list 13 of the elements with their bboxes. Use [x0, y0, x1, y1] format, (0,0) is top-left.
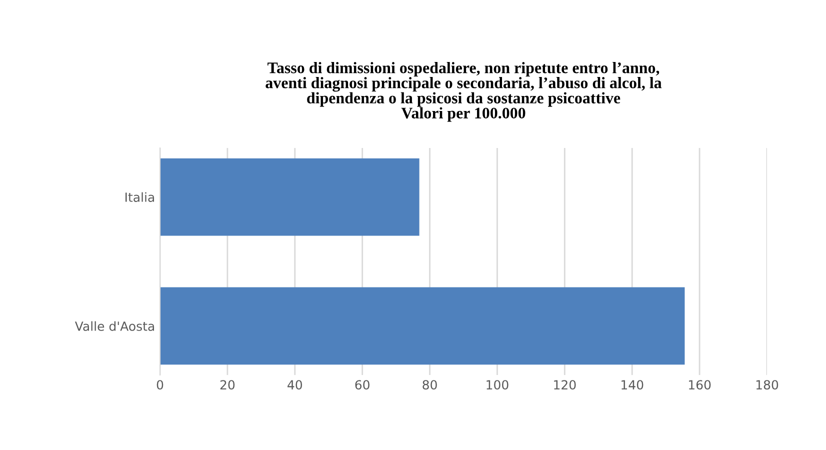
chart-title: Tasso di dimissioni ospedaliere, non ripetute entro l’anno, aventi diagnosi principale o secondaria, l’abuso di alcol, la dipendenza o la psicosi da sostanze psicoattive Valori per 100.000 — [266, 62, 662, 122]
x-tick-label: 40 — [288, 380, 302, 390]
x-tick-label: 160 — [689, 380, 711, 390]
x-tick-label: 120 — [554, 380, 576, 390]
x-tick-label: 80 — [422, 380, 437, 390]
y-tick-label: Valle d'Aosta — [74, 321, 154, 331]
x-tick-label: 60 — [355, 380, 370, 390]
x-tick-label: 140 — [622, 380, 644, 390]
x-tick-label: 0 — [156, 380, 164, 390]
x-tick-label: 100 — [486, 380, 508, 390]
x-tick-label: 20 — [220, 380, 235, 390]
x-tick-label: 180 — [756, 380, 778, 390]
y-tick-label: Italia — [126, 192, 154, 202]
